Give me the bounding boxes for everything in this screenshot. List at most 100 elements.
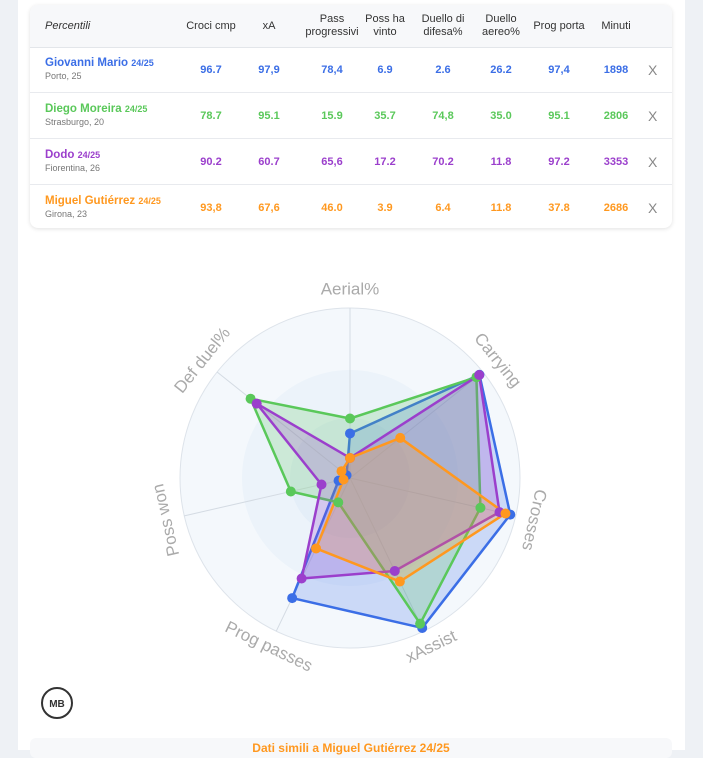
cell: 11.8 [490,201,512,214]
radar-point [415,618,426,629]
cell: 26.2 [490,63,512,76]
player-season: 24/25 [138,196,161,206]
spoke [216,371,351,479]
radar-point [345,413,355,424]
cell: 78.7 [200,109,222,122]
radar-area [255,373,501,580]
cell: 90.2 [200,155,222,168]
radar-area [249,375,482,625]
cell: 97,4 [548,63,570,76]
radar-point [389,565,400,576]
cell: 70.2 [432,155,454,168]
header-cell: Duello aereo% [482,13,520,38]
table-row: Diego Moreira 24/25 Strasburgo, 20 78.7 95.… [30,93,672,139]
header-cell: Croci cmp [186,19,236,32]
player-club: Girona, 23 [45,209,88,219]
cell: 35.0 [490,109,512,122]
cell: 93,8 [200,201,222,214]
cell: 2806 [603,109,629,122]
header-cell: Minuti [601,19,631,32]
radar-point [475,502,486,513]
player-season: 24/25 [77,150,101,160]
radar-point [287,593,298,604]
player-club: Strasburgo, 20 [45,117,105,127]
remove-button[interactable]: X [648,61,658,78]
table-row: Dodo 24/25 Fiorentina, 26 90.2 60.7 65,6 17.2… [30,139,672,185]
player: Diego Moreira 24/25 [45,103,147,115]
player: Dodo 24/25 [45,149,100,161]
cell: 95.1 [548,109,570,122]
header-cell: Pass progressivi [305,13,359,38]
cell: 46.0 [321,201,343,214]
radar-point [345,428,355,439]
remove-button[interactable]: X [648,107,658,124]
axis-label: Crosses [518,488,550,553]
radar-point [474,369,485,380]
radar-point [395,432,406,443]
player: Giovanni Mario 24/25 [45,57,154,69]
cell: 67,6 [258,201,280,214]
axis-label: Aerial% [321,279,380,298]
radar-point [345,452,355,463]
header-cell: Percentili [45,19,91,32]
header-cell: xA [262,19,276,32]
header-cell: Duello di difesa% [421,13,465,38]
cell: 96.7 [200,63,222,76]
radar-point [394,576,405,587]
cell: 37.8 [548,201,570,214]
header-cell: Poss ha vinto [365,13,405,38]
table-row: Giovanni Mario 24/25 Porto, 25 96.7 97,9 78,… [30,47,672,93]
cell: 11.8 [490,155,512,168]
table-row: Miguel Gutiérrez 24/25 Girona, 23 93,8 67,6… [30,185,672,228]
cell: 97.2 [548,155,570,168]
table-header: Percentili Croci cmp xA Pass progressivi Pos… [30,5,672,48]
logo-ring [41,687,73,719]
radar-point [311,543,322,554]
cell: 95.1 [258,109,280,122]
comparison-table: Percentili Croci cmp xA Pass progressivi Pos… [30,5,672,228]
logo: MB [41,687,73,719]
cell: 15.9 [321,109,343,122]
player-name: Diego Moreira [45,103,122,115]
cell: 97,9 [258,63,280,76]
remove-button[interactable]: X [648,199,658,216]
spoke [349,477,516,517]
radar-point [338,474,349,485]
cell: 74,8 [432,109,454,122]
cell: 78,4 [321,63,343,76]
player-season: 24/25 [124,104,148,114]
player-club: Porto, 25 [45,71,82,81]
cell: 17.2 [374,155,396,168]
cell: 65,6 [321,155,343,168]
cell: 6.4 [435,201,451,214]
radar-point [285,486,296,497]
radar-point [336,466,347,477]
footer: Dati simili a Miguel Gutiérrez 24/25 [30,738,672,758]
header-cell: Prog porta [533,19,585,32]
player-club: Fiorentina, 26 [45,163,101,173]
logo-text: MB [49,699,65,710]
spoke [349,477,425,632]
cell: 6.9 [377,63,393,76]
cell: 35.7 [374,109,396,122]
cell: 60.7 [258,155,280,168]
cell: 2.6 [435,63,451,76]
radar-point [251,398,262,409]
radar-point [296,573,307,584]
cell: 3.9 [377,201,393,214]
radar-point [316,479,327,490]
player-season: 24/25 [131,58,154,68]
player-name: Dodo [45,149,75,161]
spoke [349,371,484,479]
axis-label: Poss won [148,482,183,558]
radar-point [500,508,511,519]
radar-point [333,497,344,508]
player-name: Miguel Gutiérrez [45,195,136,207]
remove-button[interactable]: X [648,153,658,170]
player: Miguel Gutiérrez 24/25 [45,195,161,207]
cell: 1898 [603,63,629,76]
cell: 3353 [603,155,629,168]
player-name: Giovanni Mario [45,57,129,69]
cell: 2686 [603,201,629,214]
